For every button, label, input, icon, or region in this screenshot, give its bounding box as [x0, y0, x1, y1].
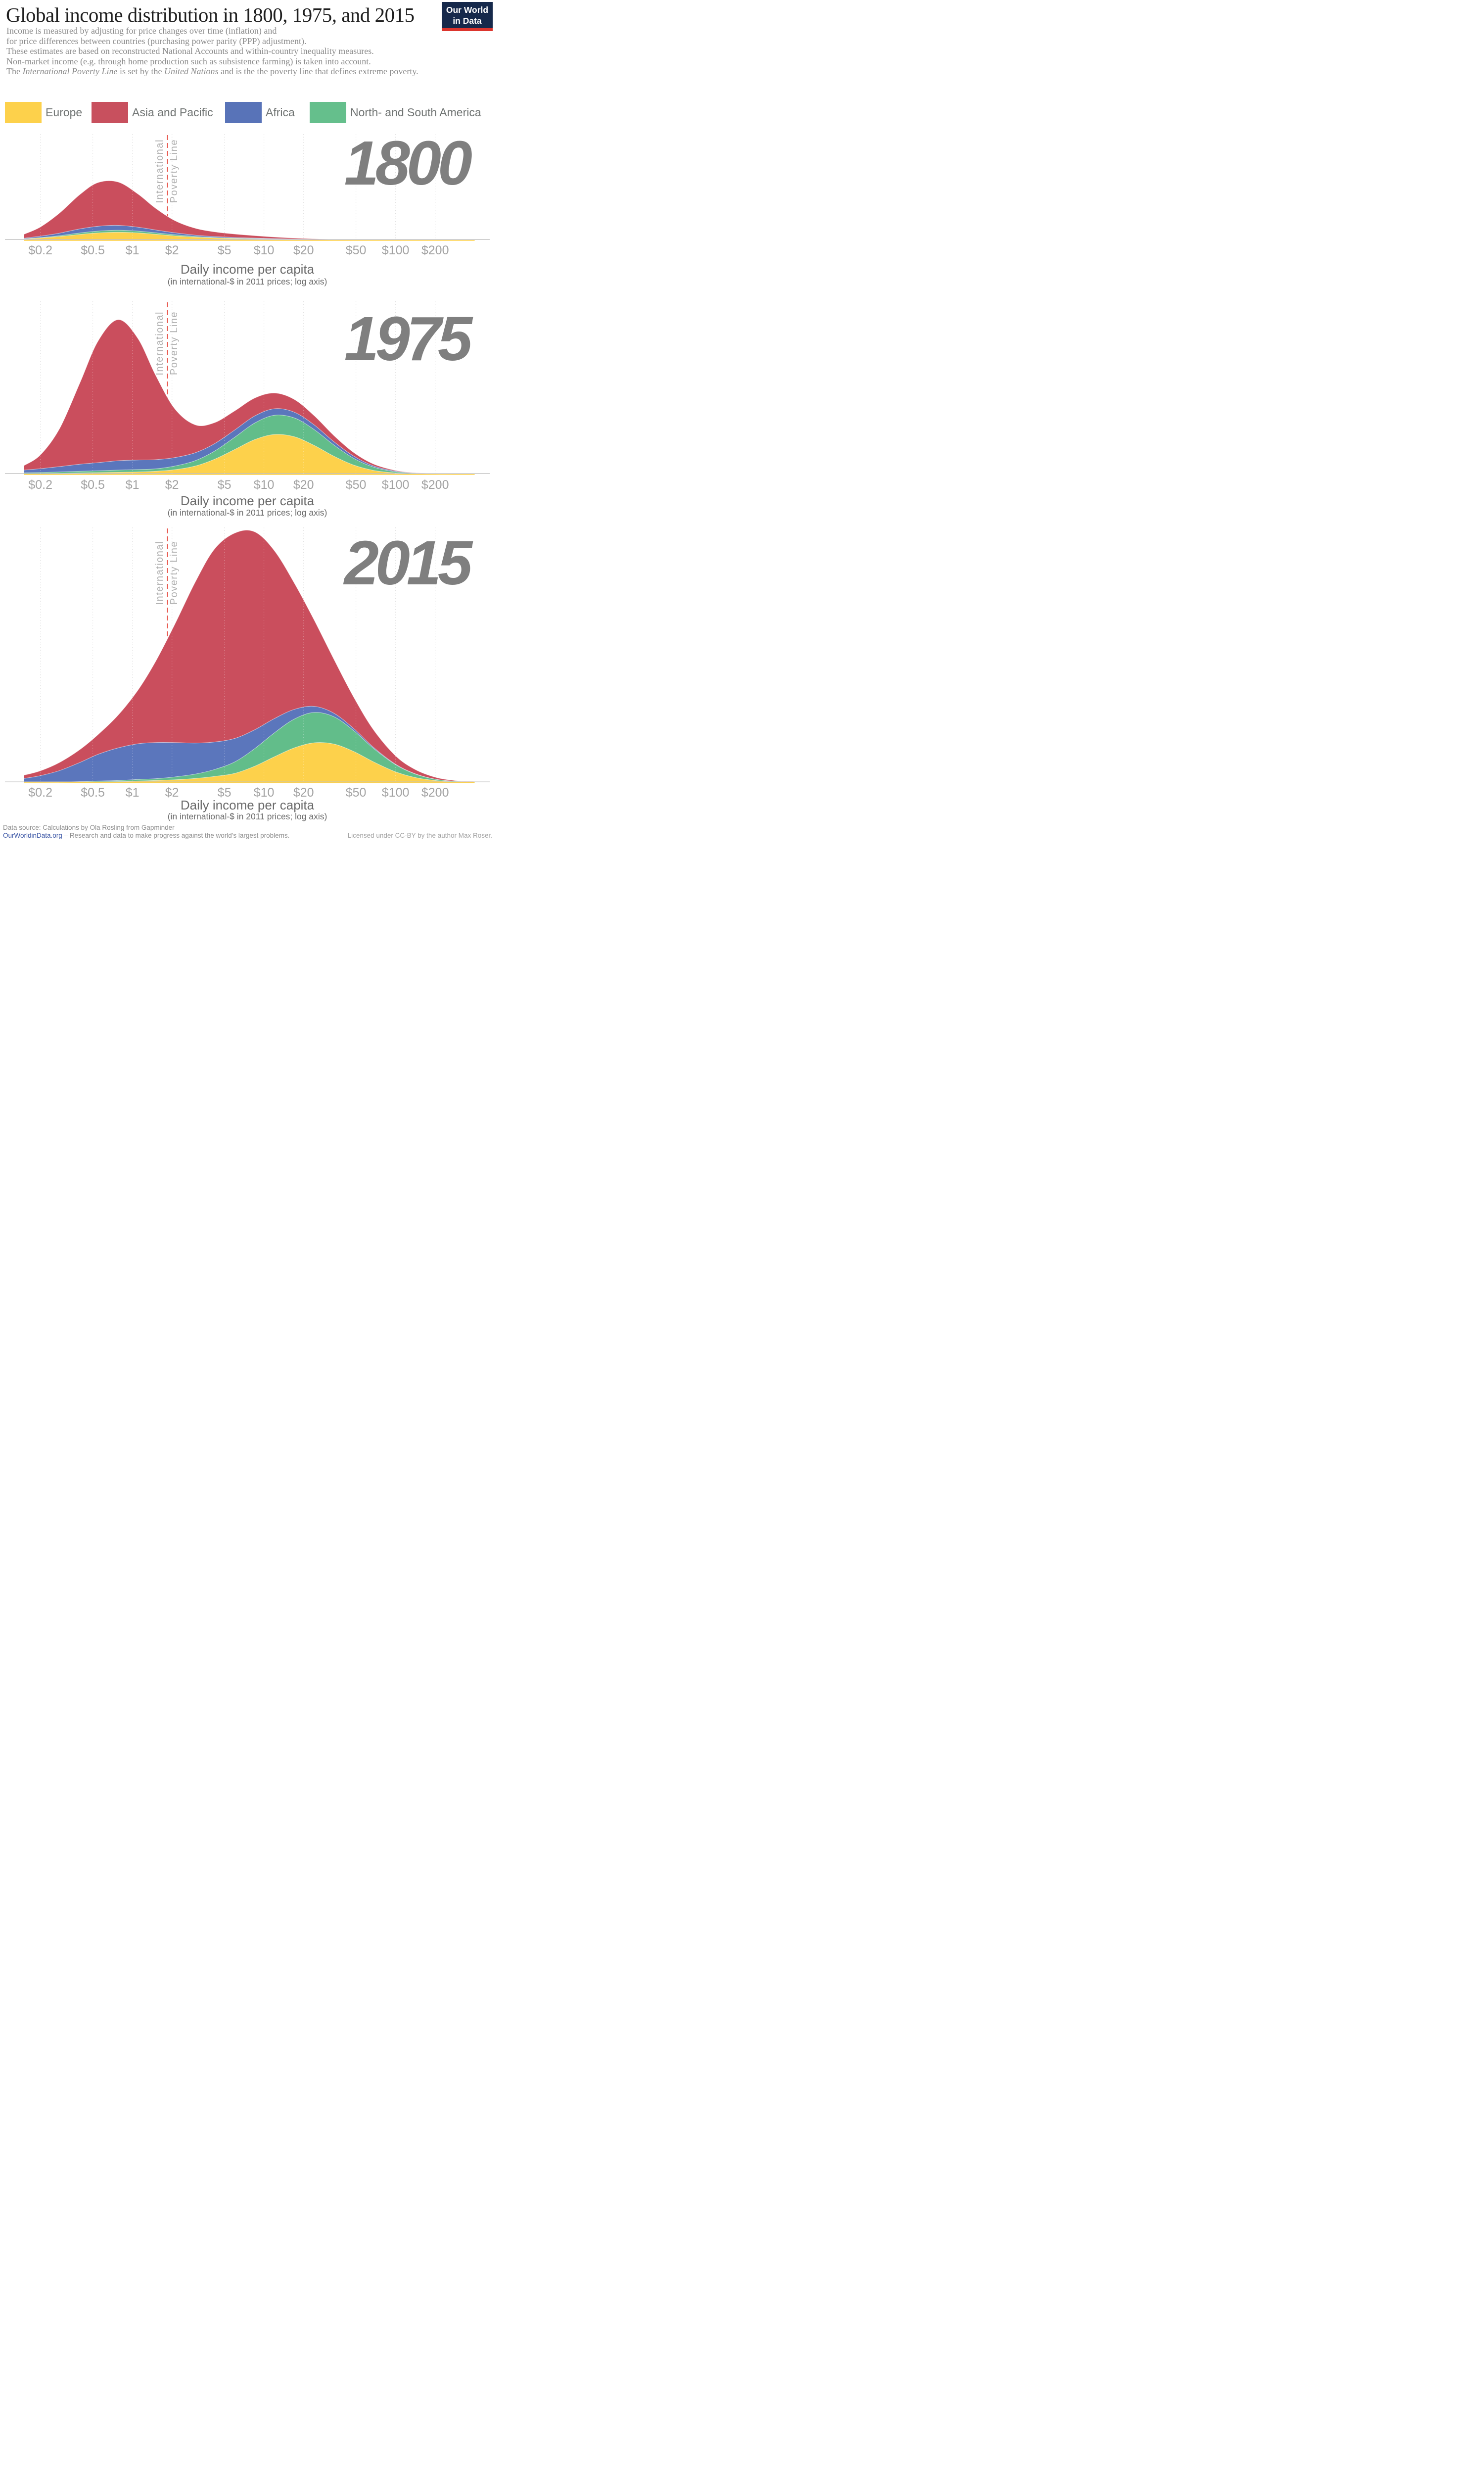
x-tick: $2 — [165, 478, 179, 492]
x-tick: $100 — [381, 478, 410, 492]
density-chart-1800 — [5, 134, 490, 241]
x-tick: $50 — [345, 478, 367, 492]
x-axis-subtitle-2015: (in international-$ in 2011 prices; log … — [167, 811, 327, 821]
owid-link[interactable]: OurWorldinData.org — [3, 832, 62, 839]
subtitle-line: Non-market income (e.g. through home pro… — [6, 56, 371, 66]
year-label-1800: 1800 — [344, 128, 472, 198]
subtitle-line: Income is measured by adjusting for pric… — [6, 26, 277, 36]
x-axis-ticks-2015: $0.2 $0.5 $1 $2 $5 $10 $20 $50 $100 $200 — [0, 786, 495, 801]
owid-logo-line1: Our World — [446, 5, 489, 15]
x-axis-ticks-1800: $0.2 $0.5 $1 $2 $5 $10 $20 $50 $100 $200 — [0, 243, 495, 258]
poverty-line-label-povertyline: Poverty Line — [169, 311, 180, 376]
infographic-page: Global income distribution in 1800, 1975… — [0, 0, 495, 841]
x-tick: $200 — [421, 243, 449, 257]
owid-logo-box: Our World in Data — [442, 2, 493, 28]
x-tick: $50 — [345, 786, 367, 800]
x-tick: $0.2 — [28, 243, 53, 257]
owid-logo-line2: in Data — [453, 16, 482, 26]
x-axis-ticks-1975: $0.2 $0.5 $1 $2 $5 $10 $20 $50 $100 $200 — [0, 478, 495, 493]
poverty-line-label-povertyline: Poverty Line — [169, 139, 180, 203]
data-source-line: Data source: Calculations by Ola Rosling… — [3, 824, 175, 831]
x-tick: $0.2 — [28, 786, 53, 800]
owid-logo-red-bar — [442, 28, 493, 31]
x-tick: $5 — [217, 478, 232, 492]
legend-swatch-europe — [5, 102, 42, 123]
footer-tagline-line: OurWorldinData.org – Research and data t… — [3, 832, 289, 839]
x-tick: $1 — [125, 786, 139, 800]
x-tick: $0.5 — [81, 243, 105, 257]
subtitle-italic-segment: United Nations — [164, 66, 219, 76]
x-tick: $10 — [253, 478, 275, 492]
subtitle-italic-segment: International Poverty Line — [22, 66, 118, 76]
legend-label-africa: Africa — [266, 106, 295, 119]
poverty-line-label-international: International — [154, 139, 165, 203]
x-tick: $5 — [217, 243, 232, 257]
x-tick: $0.5 — [81, 478, 105, 492]
x-tick: $0.2 — [28, 478, 53, 492]
x-tick: $2 — [165, 243, 179, 257]
legend-label-europe: Europe — [46, 106, 83, 119]
poverty-line-label-povertyline: Poverty Line — [169, 541, 180, 605]
x-tick: $2 — [165, 786, 179, 800]
subtitle-line: These estimates are based on reconstruct… — [6, 46, 374, 56]
poverty-line-label-international: International — [154, 311, 165, 376]
x-tick: $10 — [253, 786, 275, 800]
legend-label-americas: North- and South America — [350, 106, 481, 119]
legend-label-asia-pacific: Asia and Pacific — [132, 106, 213, 119]
x-tick: $100 — [381, 243, 410, 257]
legend-swatch-americas — [310, 102, 346, 123]
page-title: Global income distribution in 1800, 1975… — [6, 3, 415, 26]
legend-item-asia-pacific: Asia and Pacific — [92, 102, 213, 123]
x-axis-subtitle-1800: (in international-$ in 2011 prices; log … — [167, 277, 327, 286]
subtitle-segment: is set by the — [117, 66, 164, 76]
legend-item-americas: North- and South America — [310, 102, 481, 123]
x-tick: $20 — [293, 478, 314, 492]
density-chart-1975 — [5, 301, 490, 476]
subtitle-segment: The — [6, 66, 23, 76]
year-label-1975: 1975 — [344, 304, 472, 374]
x-tick: $200 — [421, 786, 449, 800]
x-tick: $100 — [381, 786, 410, 800]
x-tick: $0.5 — [81, 786, 105, 800]
x-tick: $20 — [293, 786, 314, 800]
x-tick: $20 — [293, 243, 314, 257]
density-chart-2015 — [5, 527, 490, 784]
x-axis-title-1975: Daily income per capita — [180, 493, 315, 508]
x-tick: $1 — [125, 478, 139, 492]
year-label-2015: 2015 — [344, 528, 472, 598]
legend-item-europe: Europe — [5, 102, 82, 123]
legend-item-africa: Africa — [225, 102, 295, 123]
subtitle-line: for price differences between countries … — [6, 36, 307, 46]
poverty-line-label-international: International — [154, 541, 165, 605]
subtitle-segment: and is the the poverty line that defines… — [218, 66, 418, 76]
x-axis-subtitle-1975: (in international-$ in 2011 prices; log … — [167, 508, 327, 518]
footer-tagline: – Research and data to make progress aga… — [62, 832, 290, 839]
x-tick: $50 — [345, 243, 367, 257]
x-axis-title-2015: Daily income per capita — [180, 798, 315, 812]
x-tick: $10 — [253, 243, 275, 257]
legend-swatch-asia-pacific — [92, 102, 128, 123]
x-tick: $5 — [217, 786, 232, 800]
subtitle-line: The International Poverty Line is set by… — [6, 66, 489, 77]
license-note: Licensed under CC-BY by the author Max R… — [347, 832, 492, 839]
x-axis-title-1800: Daily income per capita — [180, 262, 315, 277]
chart-subtitle: Income is measured by adjusting for pric… — [6, 26, 489, 77]
x-tick: $1 — [125, 243, 139, 257]
x-tick: $200 — [421, 478, 449, 492]
owid-logo: Our World in Data — [442, 2, 493, 31]
legend-swatch-africa — [225, 102, 262, 123]
